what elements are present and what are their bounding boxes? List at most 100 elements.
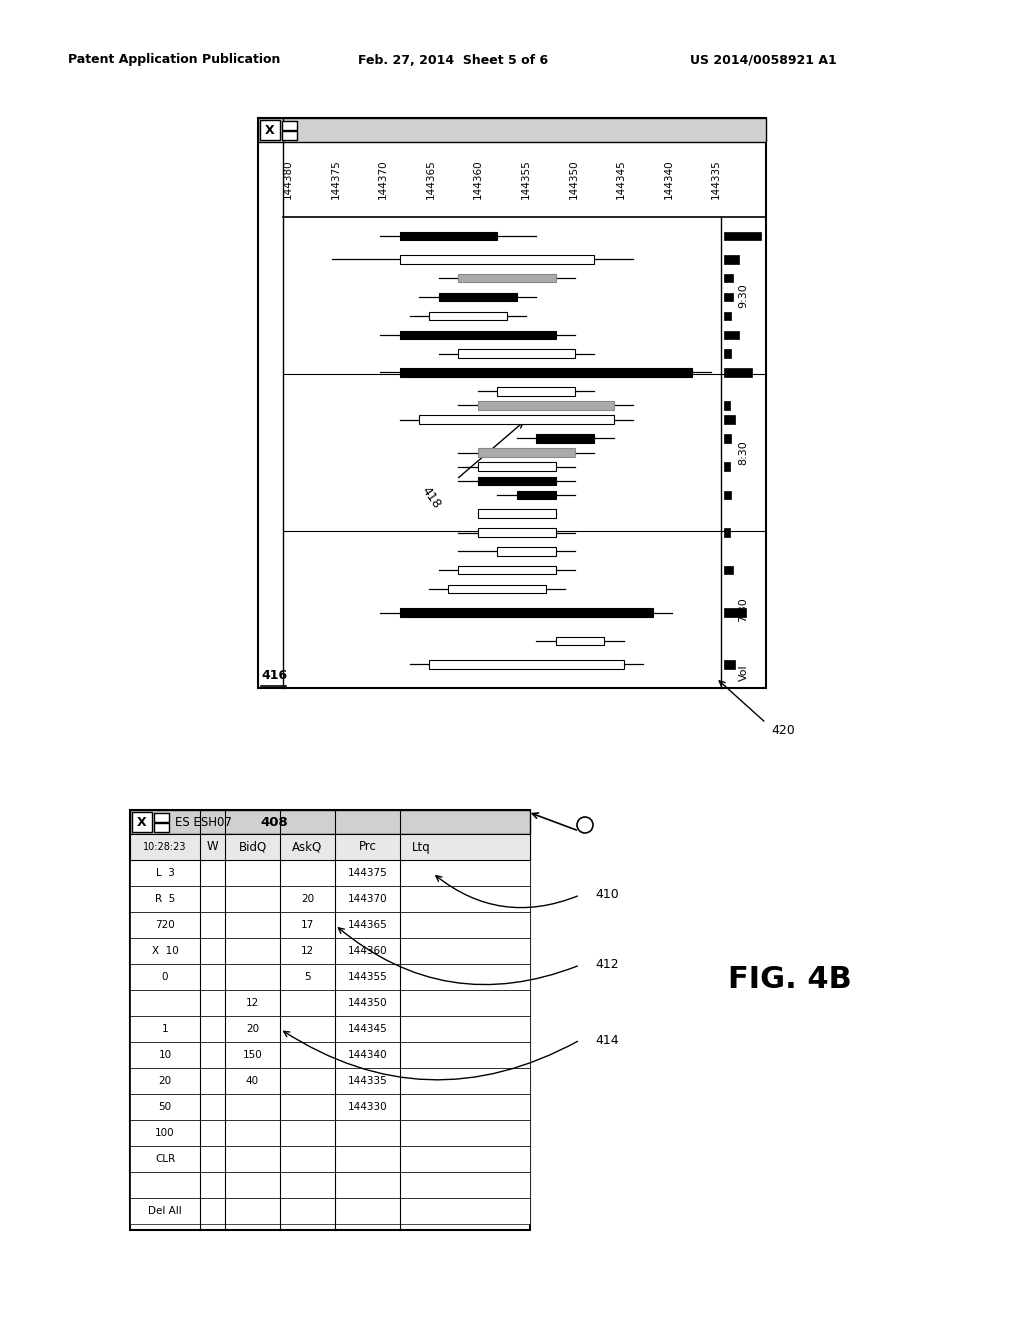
Text: 144330: 144330	[348, 1102, 387, 1111]
Text: 144360: 144360	[473, 160, 483, 199]
Bar	[399, 609, 653, 616]
Bar	[449, 585, 546, 593]
Bar	[130, 1199, 530, 1224]
Bar	[556, 636, 604, 645]
Bar	[130, 810, 530, 834]
Text: 720: 720	[155, 920, 175, 931]
Bar	[130, 1146, 530, 1172]
Bar	[258, 117, 766, 688]
Bar	[724, 293, 733, 301]
Bar	[477, 462, 556, 471]
Text: R  5: R 5	[155, 894, 175, 904]
Bar	[724, 255, 738, 264]
Text: 144350: 144350	[348, 998, 387, 1008]
Text: 20: 20	[301, 894, 314, 904]
Bar	[130, 834, 530, 861]
Bar	[516, 491, 556, 499]
Text: 144355: 144355	[347, 972, 387, 982]
Bar	[458, 275, 556, 282]
Bar	[130, 990, 530, 1016]
Bar	[724, 609, 746, 616]
Text: 20: 20	[159, 1076, 172, 1086]
Bar	[477, 510, 556, 517]
Bar	[258, 117, 766, 143]
Text: 144365: 144365	[347, 920, 387, 931]
Bar	[497, 548, 556, 556]
Text: 9:30: 9:30	[738, 282, 749, 308]
Text: 5: 5	[304, 972, 311, 982]
Bar	[724, 434, 731, 442]
Bar	[724, 660, 735, 669]
Text: 144350: 144350	[568, 160, 579, 199]
Text: 144365: 144365	[426, 160, 435, 199]
Bar	[130, 964, 530, 990]
Text: 144360: 144360	[348, 946, 387, 956]
Bar	[724, 312, 731, 321]
Text: 150: 150	[243, 1049, 262, 1060]
Text: US 2014/0058921 A1: US 2014/0058921 A1	[690, 54, 837, 66]
Bar	[724, 350, 731, 358]
Text: L  3: L 3	[156, 869, 174, 878]
Bar	[130, 1094, 530, 1119]
Text: 50: 50	[159, 1102, 172, 1111]
Text: 414: 414	[595, 1034, 618, 1047]
Bar	[458, 566, 556, 574]
Text: X  10: X 10	[152, 946, 178, 956]
Text: 144370: 144370	[348, 894, 387, 904]
Bar	[399, 368, 692, 376]
Text: 418: 418	[419, 484, 443, 511]
Text: Ltq: Ltq	[412, 841, 430, 854]
Text: X: X	[265, 124, 274, 136]
Text: Patent Application Publication: Patent Application Publication	[68, 54, 281, 66]
Text: 144375: 144375	[347, 869, 387, 878]
Bar	[130, 886, 530, 912]
Bar	[130, 939, 530, 964]
Text: FIG. 4B: FIG. 4B	[728, 965, 852, 994]
Bar	[497, 387, 575, 396]
Bar	[260, 120, 280, 140]
Bar	[429, 660, 624, 669]
Bar	[724, 528, 729, 537]
Text: 40: 40	[246, 1076, 259, 1086]
Text: 408: 408	[260, 816, 288, 829]
Text: Del All: Del All	[148, 1206, 182, 1216]
Bar	[724, 231, 761, 240]
Bar	[724, 401, 729, 409]
Text: 17: 17	[301, 920, 314, 931]
Bar	[399, 231, 497, 240]
Text: AskQ: AskQ	[293, 841, 323, 854]
Text: 144380: 144380	[283, 160, 293, 199]
Text: W: W	[207, 841, 218, 854]
Text: 144345: 144345	[347, 1024, 387, 1034]
Text: 144340: 144340	[664, 160, 674, 199]
Bar	[477, 449, 575, 457]
Text: 8:30: 8:30	[738, 440, 749, 465]
Bar	[724, 416, 735, 424]
Bar	[130, 861, 530, 886]
Bar	[130, 912, 530, 939]
Text: BidQ: BidQ	[239, 841, 266, 854]
Bar	[282, 121, 297, 129]
Bar	[724, 330, 738, 339]
Bar	[154, 813, 169, 822]
Text: 10:28:23: 10:28:23	[143, 842, 186, 851]
Bar	[724, 368, 752, 376]
Bar	[154, 822, 169, 832]
Bar	[419, 416, 614, 424]
Text: 0: 0	[162, 972, 168, 982]
Text: 12: 12	[301, 946, 314, 956]
Bar	[282, 131, 297, 140]
Bar	[477, 477, 556, 484]
Bar	[537, 434, 595, 442]
Text: 1: 1	[162, 1024, 168, 1034]
Bar	[438, 293, 516, 301]
Text: X: X	[137, 816, 146, 829]
Bar	[724, 462, 729, 471]
Text: 410: 410	[595, 888, 618, 902]
Text: Prc: Prc	[358, 841, 377, 854]
Bar	[130, 1119, 530, 1146]
Text: CLR: CLR	[155, 1154, 175, 1164]
Bar	[477, 401, 614, 409]
Text: 416: 416	[261, 669, 287, 682]
Bar	[429, 312, 507, 321]
